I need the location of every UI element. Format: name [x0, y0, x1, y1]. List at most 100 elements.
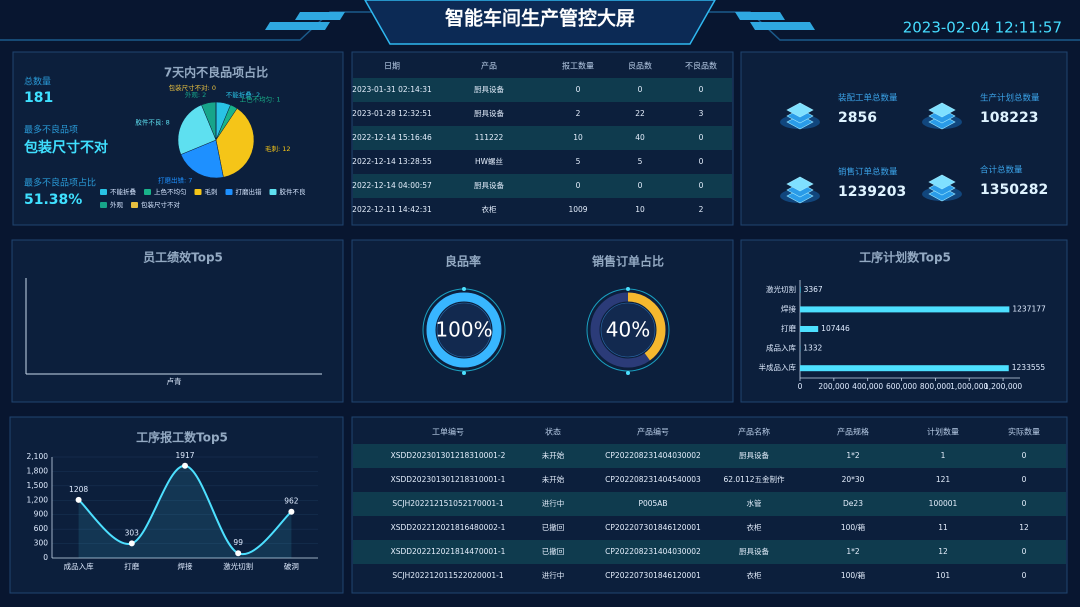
table-header: 不良品数	[685, 61, 717, 71]
table-cell: 衣柜	[747, 522, 762, 532]
table-cell: 0	[699, 157, 704, 166]
table-cell: SCJH202212011522020001-1	[392, 571, 503, 580]
header-plate	[364, 0, 716, 45]
pie-slice	[215, 108, 255, 178]
x-tick-label: 600,000	[886, 382, 917, 391]
datetime: 2023-02-04 12:11:57	[903, 19, 1062, 37]
icon-layer	[928, 102, 956, 118]
table-cell: 62.0112五金制作	[723, 474, 785, 484]
chart-title: 工序报工数Top5	[136, 430, 228, 445]
summary-label: 最多不良品项	[24, 124, 78, 136]
x-tick-label: 成品入库	[64, 561, 94, 571]
y-tick-label: 0	[43, 553, 48, 562]
chart-title: 员工绩效Top5	[143, 250, 223, 265]
table-cell: 10	[573, 133, 583, 142]
bar-value-label: 3367	[804, 285, 823, 294]
header-stripes	[265, 12, 815, 30]
table-cell: 2022-12-14 04:00:57	[352, 181, 432, 190]
table-cell: 未开始	[542, 450, 565, 460]
table-cell: 0	[699, 133, 704, 142]
legend-label: 包装尺寸不对	[141, 200, 181, 209]
table-cell: 121	[936, 475, 951, 484]
panel	[740, 239, 1068, 403]
legend-label: 不能折叠	[110, 187, 137, 196]
table-cell: 100001	[929, 499, 958, 508]
legend-label: 毛刺	[205, 187, 218, 196]
chart-title: 工序计划数Top5	[859, 250, 951, 265]
bar	[800, 326, 819, 332]
pie-label: 不能折叠: 2	[226, 90, 260, 99]
gauge-dot	[626, 371, 630, 375]
total-label: 生产计划总数量	[980, 93, 1040, 104]
gauge-inner	[600, 302, 656, 358]
table-cell: 0	[1022, 475, 1027, 484]
x-tick-label: 卢青	[167, 376, 182, 386]
table-cell: XSDD202301301218310001-2	[391, 451, 506, 460]
table-cell: 2022-12-14 15:16:46	[352, 133, 432, 142]
table-cell: 已撤回	[542, 522, 565, 532]
chart-title: 销售订单占比	[592, 254, 664, 269]
table-cell: 0	[1022, 547, 1027, 556]
table-header: 报工数量	[562, 61, 594, 71]
bar-value-label: 1237177	[1012, 304, 1046, 313]
total-label: 装配工单总数量	[838, 93, 898, 104]
point-label: 1917	[175, 451, 194, 460]
x-tick-label: 焊接	[178, 561, 193, 571]
panel	[9, 416, 344, 594]
table-cell: 40	[635, 133, 645, 142]
line-point	[182, 462, 188, 469]
icon-layer	[786, 102, 814, 118]
table-cell: 3	[699, 109, 704, 118]
x-tick-label: 0	[798, 382, 803, 391]
table-row-stripe	[353, 492, 1066, 516]
panel	[11, 239, 344, 403]
table-cell: 1009	[568, 205, 587, 214]
table-row-stripe	[353, 78, 732, 102]
y-tick-label: 300	[34, 539, 49, 548]
line-area	[78, 465, 292, 558]
gauge-value: 40%	[606, 318, 650, 342]
pie-label: 包装尺寸不对: 0	[169, 83, 216, 92]
x-tick-label: 1,200,000	[984, 382, 1022, 391]
table-row-stripe	[353, 444, 1066, 468]
table-cell: 厨具设备	[739, 546, 769, 556]
table-header: 产品编号	[637, 427, 669, 437]
pie-label: 胶件不良: 8	[135, 117, 169, 126]
bar-value-label: 1332	[803, 344, 822, 353]
chart-title: 7天内不良品项占比	[164, 65, 268, 80]
table-cell: 衣柜	[747, 570, 762, 580]
table-cell: 1*2	[846, 451, 860, 460]
y-tick-label: 焊接	[781, 303, 796, 313]
y-tick-label: 900	[34, 510, 49, 519]
point-label: 99	[233, 538, 243, 547]
table-cell: 0	[638, 181, 643, 190]
table-header: 计划数量	[927, 427, 959, 437]
x-tick-label: 打磨	[124, 561, 139, 571]
table-cell: 厨具设备	[474, 180, 504, 190]
table-cell: 10	[635, 205, 645, 214]
table-cell: XSDD202212021814470001-1	[391, 547, 506, 556]
bar	[800, 306, 1010, 313]
y-tick-label: 1,800	[27, 466, 49, 475]
bar	[800, 365, 1009, 372]
total-label: 销售订单总数量	[838, 167, 898, 178]
table-header: 产品规格	[837, 427, 869, 437]
line-point	[235, 550, 242, 557]
pie-label: 上色不均匀: 1	[240, 94, 281, 103]
table-cell: 1	[941, 451, 946, 460]
gauge-dot	[462, 287, 466, 291]
table-cell: CP202207301846120001	[605, 571, 701, 580]
chart-title: 良品率	[445, 254, 481, 269]
table-header: 日期	[384, 62, 400, 71]
table-cell: 2022-12-11 14:42:31	[352, 205, 432, 214]
line-point	[75, 496, 82, 503]
table-cell: 5	[638, 157, 643, 166]
y-tick-label: 600	[34, 524, 49, 533]
table-cell: 2023-01-28 12:32:51	[352, 109, 432, 118]
bar-value-label: 1233555	[1012, 363, 1046, 372]
total-value: 1239203	[838, 184, 906, 200]
y-tick-label: 2,100	[27, 452, 49, 461]
table-header: 状态	[545, 427, 561, 437]
line-point	[288, 508, 295, 515]
